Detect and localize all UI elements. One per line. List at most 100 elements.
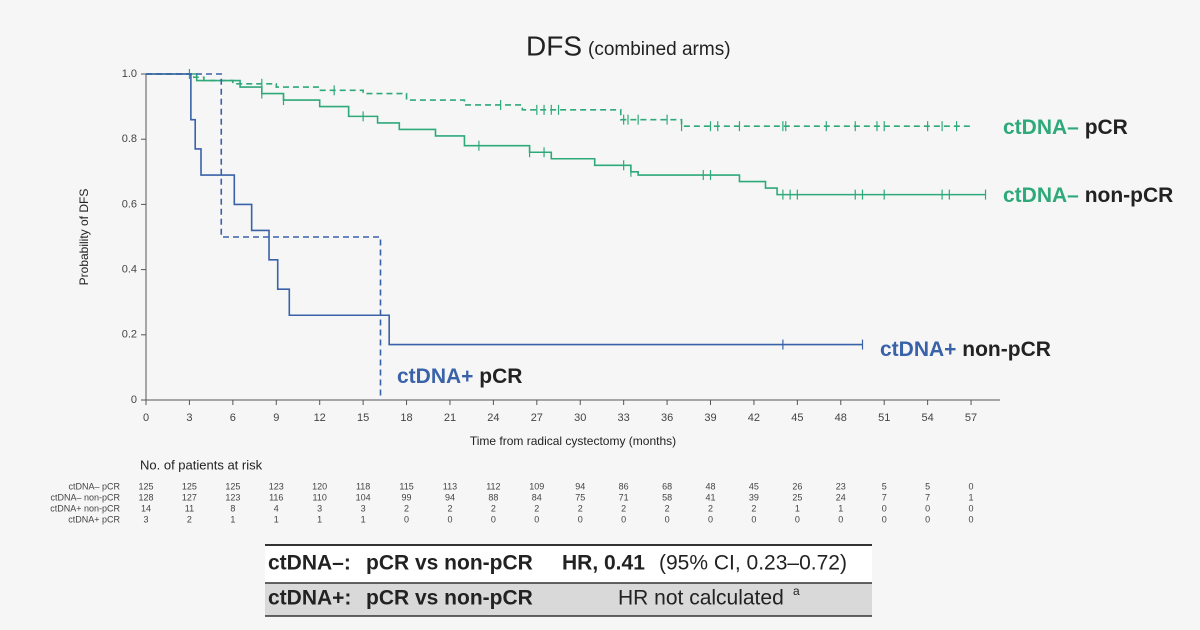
x-tick-label: 57 bbox=[965, 412, 977, 424]
x-tick-label: 51 bbox=[878, 412, 890, 424]
at-risk-count: 8 bbox=[230, 503, 235, 513]
at-risk-count: 26 bbox=[792, 481, 802, 491]
summary-row bbox=[265, 583, 872, 616]
at-risk-count: 0 bbox=[969, 514, 974, 524]
at-risk-count: 104 bbox=[356, 492, 371, 502]
at-risk-count: 3 bbox=[361, 503, 366, 513]
summary-row bbox=[265, 545, 872, 583]
x-tick-label: 27 bbox=[531, 412, 543, 424]
at-risk-count: 3 bbox=[317, 503, 322, 513]
at-risk-count: 5 bbox=[882, 481, 887, 491]
at-risk-count: 88 bbox=[488, 492, 498, 502]
x-tick-label: 42 bbox=[748, 412, 760, 424]
at-risk-count: 0 bbox=[882, 503, 887, 513]
x-tick-label: 48 bbox=[835, 412, 847, 424]
at-risk-count: 125 bbox=[182, 481, 197, 491]
at-risk-row-label: ctDNA– non-pCR bbox=[50, 492, 120, 502]
at-risk-count: 0 bbox=[969, 481, 974, 491]
at-risk-count: 24 bbox=[836, 492, 846, 502]
at-risk-row-label: ctDNA+ pCR bbox=[68, 514, 120, 524]
x-tick-label: 54 bbox=[922, 412, 934, 424]
at-risk-count: 110 bbox=[313, 492, 327, 502]
x-axis-label: Time from radical cystectomy (months) bbox=[470, 434, 676, 448]
at-risk-count: 2 bbox=[751, 503, 756, 513]
x-tick-label: 0 bbox=[143, 412, 149, 424]
at-risk-count: 0 bbox=[491, 514, 496, 524]
at-risk-count: 0 bbox=[882, 514, 887, 524]
at-risk-count: 0 bbox=[404, 514, 409, 524]
at-risk-count: 120 bbox=[312, 481, 327, 491]
at-risk-count: 118 bbox=[356, 481, 370, 491]
y-tick-label: 0 bbox=[131, 394, 137, 406]
at-risk-count: 0 bbox=[838, 514, 843, 524]
at-risk-count: 2 bbox=[578, 503, 583, 513]
y-tick-label: 0.4 bbox=[122, 264, 137, 276]
x-tick-label: 39 bbox=[704, 412, 716, 424]
at-risk-count: 48 bbox=[706, 481, 716, 491]
x-tick-label: 18 bbox=[400, 412, 412, 424]
survival-curve bbox=[146, 73, 382, 400]
at-risk-count: 2 bbox=[708, 503, 713, 513]
series-label: ctDNA+ non-pCR bbox=[880, 338, 1051, 361]
x-tick-label: 6 bbox=[230, 412, 236, 424]
at-risk-count: 112 bbox=[486, 481, 500, 491]
x-tick-label: 36 bbox=[661, 412, 673, 424]
at-risk-count: 123 bbox=[225, 492, 240, 502]
at-risk-count: 2 bbox=[404, 503, 409, 513]
at-risk-count: 84 bbox=[532, 492, 542, 502]
at-risk-count: 0 bbox=[925, 514, 930, 524]
at-risk-count: 125 bbox=[138, 481, 153, 491]
at-risk-count: 58 bbox=[662, 492, 672, 502]
y-tick-label: 0.8 bbox=[122, 133, 137, 145]
at-risk-count: 1 bbox=[795, 503, 800, 513]
at-risk-count: 0 bbox=[751, 514, 756, 524]
at-risk-title: No. of patients at risk bbox=[140, 457, 263, 472]
series-label: ctDNA+ pCR bbox=[397, 365, 522, 388]
at-risk-row-label: ctDNA+ non-pCR bbox=[50, 503, 120, 513]
at-risk-count: 109 bbox=[529, 481, 544, 491]
at-risk-count: 75 bbox=[575, 492, 585, 502]
at-risk-count: 2 bbox=[187, 514, 192, 524]
summary-group: ctDNA+: bbox=[268, 587, 351, 610]
at-risk-count: 0 bbox=[665, 514, 670, 524]
at-risk-count: 94 bbox=[575, 481, 585, 491]
at-risk-count: 113 bbox=[443, 481, 457, 491]
x-tick-label: 9 bbox=[273, 412, 279, 424]
at-risk-count: 3 bbox=[143, 514, 148, 524]
x-tick-label: 30 bbox=[574, 412, 586, 424]
summary-hr: HR, 0.41 bbox=[562, 552, 645, 575]
at-risk-count: 2 bbox=[534, 503, 539, 513]
survival-curve bbox=[146, 73, 986, 196]
at-risk-count: 0 bbox=[969, 503, 974, 513]
at-risk-count: 127 bbox=[182, 492, 197, 502]
x-tick-label: 24 bbox=[487, 412, 499, 424]
summary-result: HR not calculated bbox=[618, 587, 784, 610]
at-risk-count: 0 bbox=[447, 514, 452, 524]
y-tick-label: 0.2 bbox=[122, 329, 137, 341]
at-risk-count: 115 bbox=[399, 481, 413, 491]
at-risk-count: 0 bbox=[795, 514, 800, 524]
at-risk-count: 2 bbox=[621, 503, 626, 513]
at-risk-count: 5 bbox=[925, 481, 930, 491]
at-risk-count: 7 bbox=[925, 492, 930, 502]
x-tick-label: 33 bbox=[618, 412, 630, 424]
chart-subtitle: (combined arms) bbox=[588, 39, 731, 60]
at-risk-count: 0 bbox=[621, 514, 626, 524]
at-risk-count: 39 bbox=[749, 492, 759, 502]
at-risk-count: 11 bbox=[185, 503, 194, 513]
summary-comparison: pCR vs non-pCR bbox=[366, 587, 533, 610]
at-risk-count: 1 bbox=[969, 492, 974, 502]
series-label: ctDNA– pCR bbox=[1003, 116, 1128, 139]
at-risk-count: 1 bbox=[317, 514, 322, 524]
at-risk-count: 71 bbox=[619, 492, 629, 502]
x-tick-label: 45 bbox=[791, 412, 803, 424]
at-risk-count: 125 bbox=[225, 481, 240, 491]
at-risk-count: 45 bbox=[749, 481, 759, 491]
x-tick-label: 21 bbox=[444, 412, 456, 424]
at-risk-count: 25 bbox=[792, 492, 802, 502]
at-risk-count: 1 bbox=[274, 514, 279, 524]
survival-curve bbox=[146, 73, 863, 346]
at-risk-count: 94 bbox=[445, 492, 455, 502]
